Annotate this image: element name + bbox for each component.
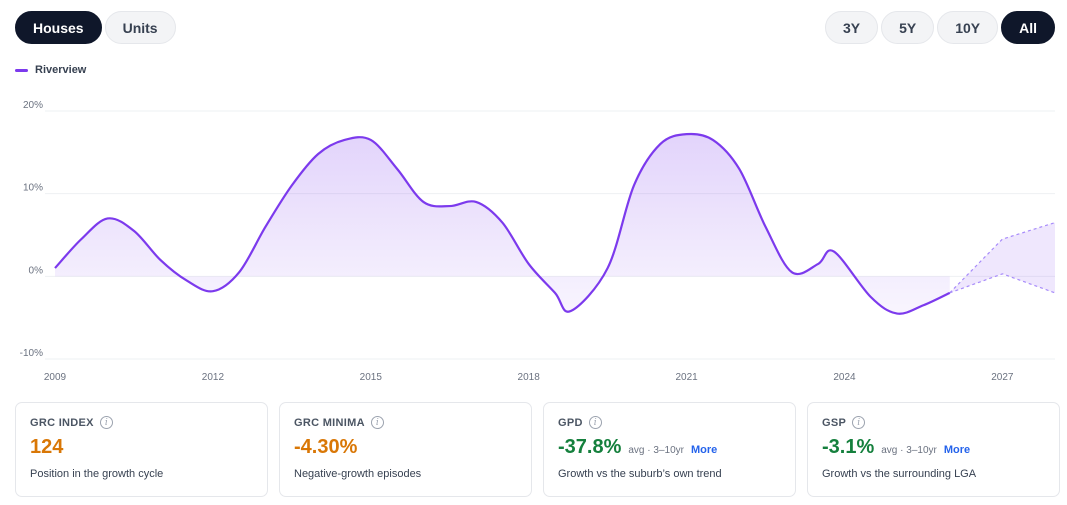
grc-index-card: GRC INDEX i 124 Position in the growth c… [15,402,268,497]
gsp-card: GSP i -3.1% avg · 3–10yr More Growth vs … [807,402,1060,497]
houses-tab[interactable]: Houses [15,11,102,44]
y-tick-label: 10% [23,183,43,194]
card-meta: avg · 3–10yr [628,445,684,456]
card-value: -4.30% [294,436,358,458]
info-icon[interactable]: i [588,416,602,429]
x-tick-label: 2021 [675,372,698,383]
card-title: GSP [822,416,847,429]
units-tab[interactable]: Units [104,11,176,44]
series-line [54,132,951,315]
info-icon[interactable]: i [99,416,113,429]
y-tick-label: 20% [23,100,43,111]
x-tick-label: 2027 [991,372,1014,383]
card-description: Negative-growth episodes [294,468,422,480]
range-toggle: 3Y 5Y 10Y All [824,11,1055,44]
growth-chart: 20% 10% 0% -10% 2009 2012 2015 2018 2021 2024 2027 [20,100,1056,383]
gpd-card: GPD i -37.8% avg · 3–10yr More Growth vs… [543,402,796,497]
card-title: GPD [558,416,583,429]
x-tick-label: 2015 [360,372,383,383]
more-link[interactable]: More [690,444,718,456]
x-tick-label: 2024 [833,372,856,383]
card-meta: avg · 3–10yr [881,445,937,456]
more-link[interactable]: More [943,444,971,456]
y-tick-label: 0% [29,265,44,276]
forecast-mid-line [949,273,1056,294]
card-title: GRC MINIMA [294,416,365,429]
info-icon[interactable]: i [852,416,866,429]
x-tick-label: 2012 [202,372,225,383]
info-icon[interactable]: i [370,416,384,429]
card-value: -37.8% [558,436,622,458]
range-5y-button[interactable]: 5Y [881,11,935,44]
range-3y-button[interactable]: 3Y [824,11,879,44]
card-value: -3.1% [822,436,875,458]
y-tick-label: -10% [20,348,43,359]
metric-cards: GRC INDEX i 124 Position in the growth c… [15,402,1060,497]
forecast-upper-line [949,222,1056,294]
chart-legend: Riverview [15,64,86,76]
x-tick-label: 2009 [44,372,67,383]
x-tick-label: 2018 [518,372,541,383]
legend-swatch [15,68,28,72]
card-description: Growth vs the suburb’s own trend [558,468,722,480]
range-10y-button[interactable]: 10Y [937,11,999,44]
card-title: GRC INDEX [30,416,94,429]
card-description: Position in the growth cycle [30,468,164,480]
property-type-toggle: Houses Units [15,11,176,44]
card-description: Growth vs the surrounding LGA [822,468,977,480]
legend-label: Riverview [35,64,87,76]
grc-minima-card: GRC MINIMA i -4.30% Negative-growth epis… [279,402,532,497]
card-value: 124 [30,436,64,458]
range-all-button[interactable]: All [1001,11,1055,44]
forecast-band [949,222,1055,293]
